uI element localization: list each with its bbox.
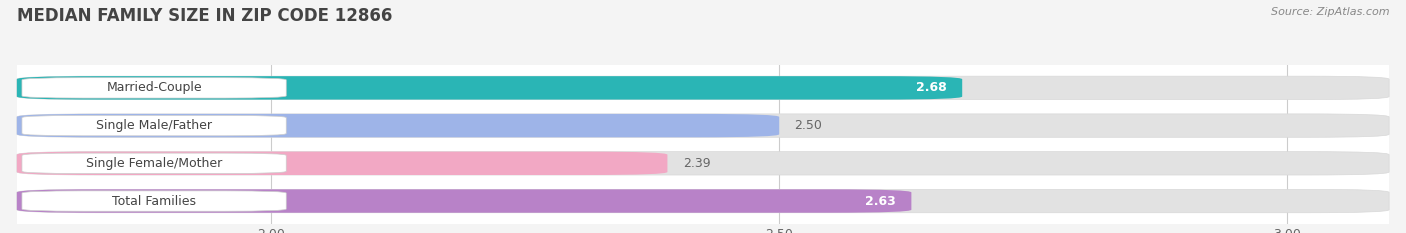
- FancyBboxPatch shape: [17, 189, 1389, 213]
- Text: Single Female/Mother: Single Female/Mother: [86, 157, 222, 170]
- Text: 2.68: 2.68: [917, 81, 948, 94]
- Text: 2.63: 2.63: [865, 195, 896, 208]
- FancyBboxPatch shape: [17, 152, 668, 175]
- FancyBboxPatch shape: [17, 76, 962, 99]
- FancyBboxPatch shape: [22, 153, 287, 174]
- Text: MEDIAN FAMILY SIZE IN ZIP CODE 12866: MEDIAN FAMILY SIZE IN ZIP CODE 12866: [17, 7, 392, 25]
- FancyBboxPatch shape: [17, 114, 1389, 137]
- Text: Total Families: Total Families: [112, 195, 195, 208]
- FancyBboxPatch shape: [22, 115, 287, 136]
- FancyBboxPatch shape: [22, 191, 287, 211]
- Text: Married-Couple: Married-Couple: [107, 81, 202, 94]
- Text: Source: ZipAtlas.com: Source: ZipAtlas.com: [1271, 7, 1389, 17]
- Text: Single Male/Father: Single Male/Father: [96, 119, 212, 132]
- FancyBboxPatch shape: [17, 114, 779, 137]
- FancyBboxPatch shape: [17, 189, 911, 213]
- FancyBboxPatch shape: [17, 152, 1389, 175]
- FancyBboxPatch shape: [22, 78, 287, 98]
- Text: 2.50: 2.50: [794, 119, 823, 132]
- FancyBboxPatch shape: [17, 76, 1389, 99]
- Text: 2.39: 2.39: [683, 157, 710, 170]
